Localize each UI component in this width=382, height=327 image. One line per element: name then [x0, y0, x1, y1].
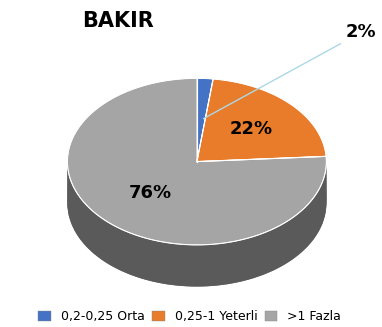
Text: 22%: 22%: [230, 119, 273, 138]
Ellipse shape: [67, 92, 326, 259]
Ellipse shape: [67, 96, 326, 263]
Ellipse shape: [67, 99, 326, 266]
Ellipse shape: [67, 106, 326, 273]
Ellipse shape: [67, 102, 326, 268]
Ellipse shape: [67, 82, 326, 249]
Text: 76%: 76%: [129, 184, 172, 202]
Polygon shape: [197, 79, 326, 162]
Ellipse shape: [67, 120, 326, 286]
Ellipse shape: [67, 109, 326, 275]
Ellipse shape: [67, 105, 326, 271]
Ellipse shape: [67, 78, 326, 245]
Ellipse shape: [67, 110, 326, 277]
Ellipse shape: [67, 94, 326, 260]
Polygon shape: [197, 78, 213, 162]
Legend: 0,2-0,25 Orta, 0,25-1 Yeterli, >1 Fazla: 0,2-0,25 Orta, 0,25-1 Yeterli, >1 Fazla: [33, 305, 346, 327]
Text: 2%: 2%: [203, 24, 376, 119]
Ellipse shape: [67, 89, 326, 256]
Ellipse shape: [67, 103, 326, 270]
Ellipse shape: [67, 108, 326, 274]
Text: BAKIR: BAKIR: [82, 11, 154, 31]
Ellipse shape: [67, 114, 326, 281]
Ellipse shape: [67, 98, 326, 264]
Ellipse shape: [67, 117, 326, 284]
Ellipse shape: [67, 112, 326, 278]
Ellipse shape: [67, 87, 326, 253]
Ellipse shape: [67, 116, 326, 283]
Ellipse shape: [67, 91, 326, 257]
Ellipse shape: [67, 84, 326, 250]
Ellipse shape: [67, 81, 326, 248]
Ellipse shape: [67, 113, 326, 280]
Ellipse shape: [67, 119, 326, 285]
Polygon shape: [67, 162, 326, 286]
Ellipse shape: [67, 80, 326, 246]
Polygon shape: [67, 78, 326, 245]
Ellipse shape: [67, 88, 326, 255]
Ellipse shape: [67, 100, 326, 267]
Ellipse shape: [67, 85, 326, 252]
Ellipse shape: [67, 95, 326, 262]
